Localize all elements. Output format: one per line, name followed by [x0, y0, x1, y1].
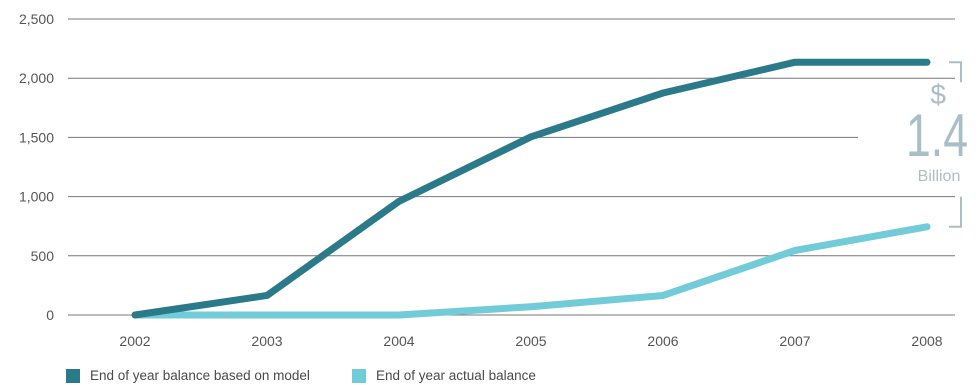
x-tick-label: 2005: [515, 333, 546, 349]
annotation-currency: $: [930, 79, 946, 110]
legend: End of year balance based on model End o…: [66, 368, 536, 383]
x-tick-label: 2007: [779, 333, 810, 349]
y-tick-label: 1,000: [19, 189, 54, 205]
y-tick-label: 1,500: [19, 129, 54, 145]
difference-bracket: [949, 61, 962, 228]
y-axis-ticks: 0 500 1,000 1,500 2,000 2,500: [19, 11, 54, 323]
series-lines: [131, 58, 931, 319]
legend-label-model: End of year balance based on model: [90, 368, 310, 383]
legend-swatch-actual: [352, 368, 366, 383]
y-tick-label: 2,000: [19, 70, 54, 86]
annotation-unit: Billion: [918, 168, 961, 185]
legend-label-actual: End of year actual balance: [376, 368, 536, 383]
y-tick-label: 2,500: [19, 11, 54, 27]
x-tick-label: 2008: [911, 333, 942, 349]
legend-item-actual: End of year actual balance: [352, 368, 536, 383]
y-tick-label: 0: [46, 307, 54, 323]
x-tick-label: 2006: [647, 333, 678, 349]
gridlines: [68, 18, 955, 316]
x-tick-label: 2003: [251, 333, 282, 349]
x-tick-label: 2002: [119, 333, 150, 349]
x-tick-label: 2004: [383, 333, 414, 349]
annotation-amount: 1.4: [906, 102, 968, 169]
y-tick-label: 500: [31, 248, 55, 264]
legend-swatch-model: [66, 368, 80, 383]
series-line-model: [131, 58, 931, 319]
legend-item-model: End of year balance based on model: [66, 368, 352, 383]
series-line-actual: [131, 223, 931, 319]
x-axis-ticks: 2002 2003 2004 2005 2006 2007 2008: [119, 333, 942, 349]
difference-annotation: $ 1.4 Billion: [906, 61, 968, 228]
